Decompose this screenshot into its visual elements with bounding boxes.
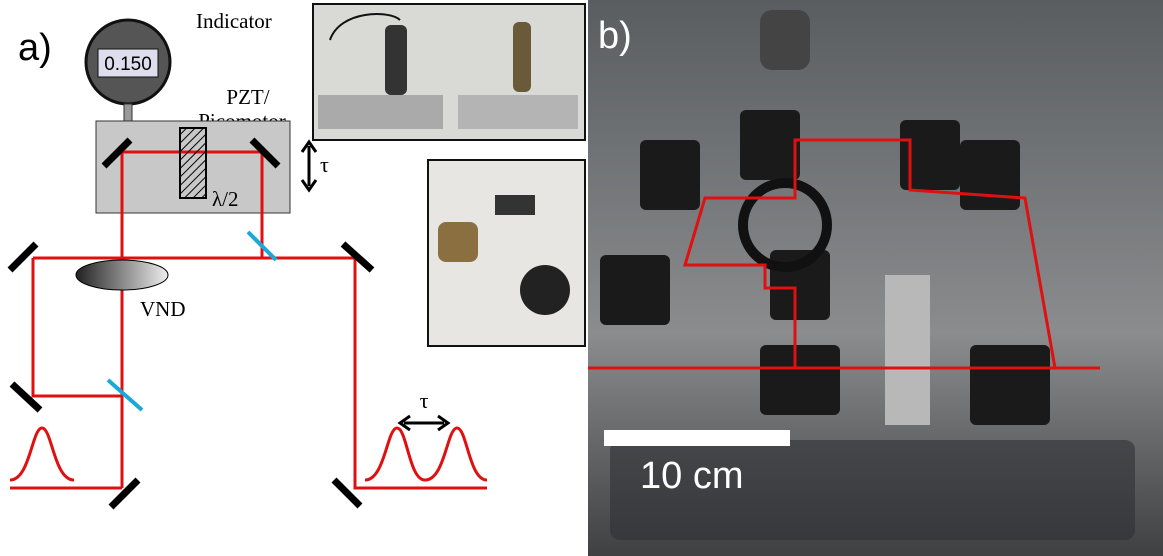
inset-photo bbox=[428, 160, 585, 346]
pzt-label: PZT/ bbox=[226, 85, 269, 109]
stage-arrow bbox=[302, 142, 316, 190]
waveplate-label: λ/2 bbox=[212, 187, 239, 211]
panel-label: b) bbox=[598, 15, 632, 57]
scale-bar-label: 10 cm bbox=[640, 455, 743, 497]
half-wave-plate bbox=[180, 128, 206, 198]
indicator-label: Indicator bbox=[196, 9, 272, 33]
pulses bbox=[10, 428, 487, 480]
inset-photo bbox=[313, 4, 585, 140]
filter-label: VND bbox=[140, 297, 186, 321]
gauge-stem bbox=[124, 104, 132, 122]
scale-bar bbox=[604, 430, 790, 446]
filter bbox=[76, 260, 168, 290]
stage-shift-label: τ bbox=[320, 152, 329, 177]
panel-b: b) 10 cm bbox=[588, 0, 1163, 556]
delay-arrow bbox=[400, 416, 448, 430]
figure: a) Indicator 0.150 PZT/ Picomotor λ/2 bbox=[0, 0, 1163, 556]
panel-label: a) bbox=[18, 27, 52, 69]
delay-label: τ bbox=[420, 388, 429, 413]
gauge-reading: 0.150 bbox=[104, 54, 152, 75]
panel-a: a) Indicator 0.150 PZT/ Picomotor λ/2 bbox=[10, 4, 585, 507]
